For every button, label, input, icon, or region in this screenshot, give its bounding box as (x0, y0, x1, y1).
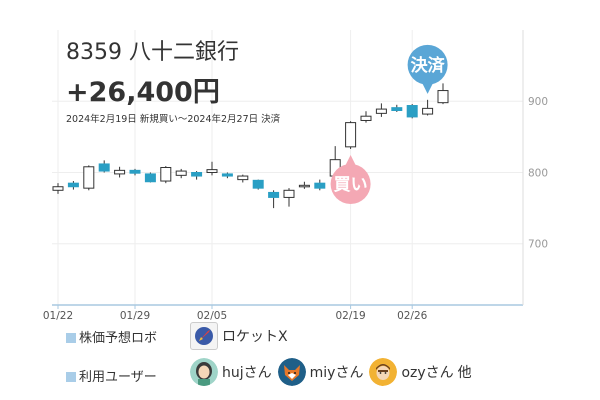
trade-period: 2024年2月19日 新規買い〜2024年2月27日 決済 (66, 114, 281, 125)
user-entry[interactable]: miyさん (277, 358, 364, 386)
candle-body (191, 171, 203, 177)
x-tick-label: 01/29 (120, 310, 150, 322)
rocket-icon (190, 322, 218, 350)
y-tick-label: 900 (528, 96, 548, 108)
buy-marker-pointer (344, 154, 357, 167)
candle-body (237, 175, 249, 181)
candle-body (221, 173, 233, 177)
user-name: ozyさん (401, 365, 454, 381)
user-entry[interactable]: ozyさん (369, 358, 454, 386)
candle-body (175, 170, 187, 176)
candle-body (314, 182, 326, 189)
x-tick-label: 01/22 (43, 310, 73, 322)
user-name: miyさん (309, 365, 364, 381)
candle-body (160, 167, 172, 182)
candle-body (206, 169, 218, 173)
candle-body (375, 108, 387, 114)
sell-marker-label: 決済 (411, 55, 446, 76)
candle-body (98, 163, 110, 172)
candle-body (283, 189, 295, 198)
sell-marker: 決済 (407, 44, 448, 94)
candle-body (52, 186, 64, 191)
candle-body (437, 90, 449, 104)
users-label: 利用ユーザー (66, 366, 157, 385)
candle-body (144, 173, 156, 183)
others-label: 他 (457, 365, 472, 381)
x-tick-label: 02/26 (397, 310, 428, 322)
robot-entry[interactable]: ロケットX (190, 322, 288, 350)
candle-body (268, 191, 280, 198)
candle-body (406, 105, 418, 118)
robot-label: 株価予想ロボ (66, 327, 157, 346)
user-entry[interactable]: hujさん (190, 358, 272, 386)
trade-markers: 買い 決済 (330, 44, 448, 204)
buy-marker-circle (330, 163, 371, 204)
y-tick-label: 800 (528, 167, 548, 179)
candle-body (252, 179, 264, 189)
sell-marker-pointer (421, 81, 434, 94)
chart-axes: 700 800 900 01/22 01/29 02/05 02/19 02/26 (43, 30, 548, 322)
candle-body (345, 122, 357, 148)
x-tick-label: 02/05 (197, 310, 227, 322)
y-tick-label: 700 (528, 239, 548, 251)
candle-body (114, 169, 126, 175)
buy-marker: 買い (330, 154, 371, 204)
candle-body (360, 115, 372, 121)
woman-avatar-icon (190, 358, 218, 386)
candle-body (391, 107, 403, 112)
x-tick-label: 02/19 (335, 310, 365, 322)
candles (52, 83, 449, 209)
robot-name: ロケットX (222, 329, 288, 345)
candle-body (83, 166, 95, 189)
man-avatar-icon (369, 358, 398, 386)
candle-body (67, 182, 79, 188)
fox-avatar-icon (277, 358, 306, 386)
candle-body (422, 107, 434, 115)
sell-marker-circle (407, 44, 448, 85)
user-name: hujさん (222, 365, 272, 381)
user-list: hujさん miyさん ozyさん 他 (190, 358, 472, 386)
profit-amount: +26,400円 (66, 77, 220, 108)
candle-body (298, 184, 310, 188)
buy-marker-label: 買い (334, 175, 368, 195)
stock-title: 8359 八十二銀行 (66, 40, 239, 65)
candle-body (129, 169, 141, 174)
